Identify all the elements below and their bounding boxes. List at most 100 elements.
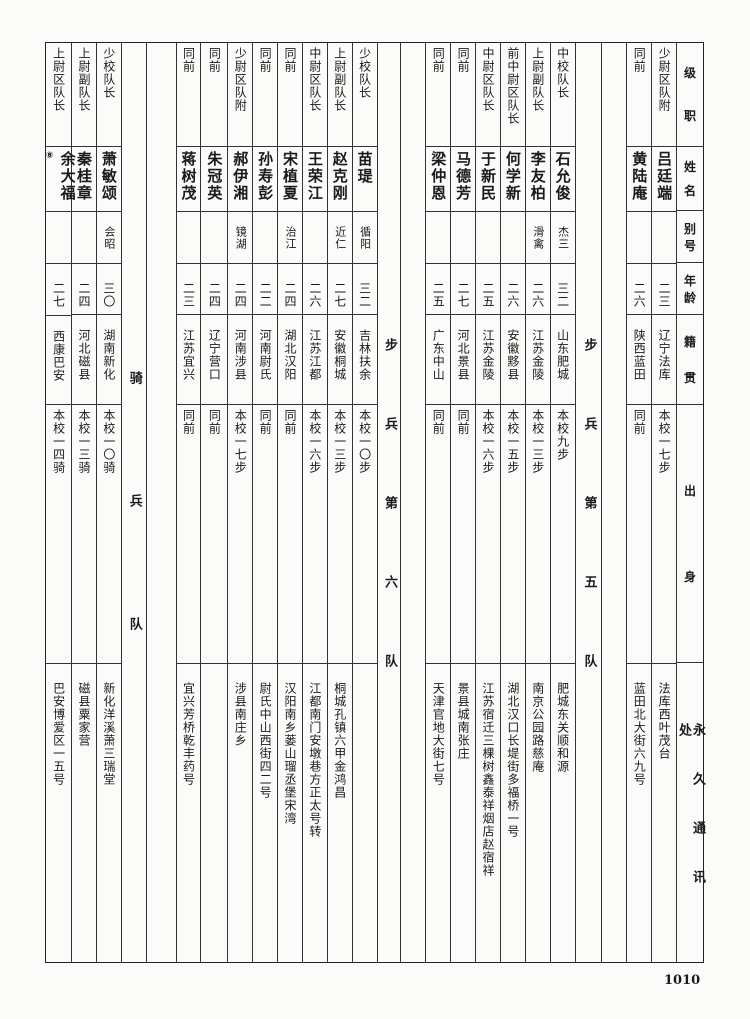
origin-text: 江苏江都 [307,329,322,382]
background-text: 本校一七步 [657,409,672,475]
cell-alias: 循阳 [352,212,377,264]
cell-rank: 少校队长 [96,43,121,147]
header-cell: 年龄 [677,263,703,316]
person-column: 上尉副队长 赵克刚 近仁 二七 安徽桐城 本校一三步 桐城孔镇六甲金鸿昌 [326,43,352,962]
note-mark: ⑧ [44,150,55,163]
header-cell: 籍贯 [677,315,703,405]
origin-text: 河北磁县 [77,329,91,382]
header-cell: 级职 [677,43,703,147]
origin-text: 陕西蓝田 [632,329,647,382]
cell-name: 何学新 [500,147,525,212]
person-column: 同前 宋植夏 治江 二四 湖北汉阳 同前 汉阳南乡蒌山瑠丞堡宋湾 [277,43,302,962]
cell-background: 同前 [627,405,652,664]
name-text: 苗瑅 [355,150,374,185]
age-text: 二六 [307,281,322,308]
cell-origin: 河南尉氏 [253,315,278,406]
cell-age: 二六 [627,264,652,316]
cell-name: 宋植夏 [278,147,302,212]
rank-text: 上尉副队长 [530,47,545,112]
address-text: 江都南门安墩巷方正太号转 [307,681,322,838]
cell-alias [652,212,676,264]
name-text: 于新民 [478,150,497,202]
name-text: 石允俊 [553,150,572,202]
header-char: 年 [683,273,696,288]
cell-address: 桐城孔镇六甲金鸿昌 [328,664,352,962]
spacer-column [145,43,176,962]
age-text: 二六 [505,281,520,308]
person-column: 少尉区队附 郝伊湘 镜湖 二四 河南涉县 本校一七步 涉县南庄乡 [227,43,253,962]
background-text: 同前 [181,409,196,436]
rank-text: 同前 [431,47,446,73]
origin-text: 江苏金陵 [530,329,545,382]
cell-origin: 河南涉县 [228,315,253,406]
name-text: 孙寿彭 [256,150,275,202]
cell-address: 宜兴芳桥乾丰药号 [177,664,201,962]
age-text: 二五 [480,281,495,308]
cell-alias [627,212,652,264]
address-text: 涉县南庄乡 [233,681,248,747]
origin-text: 江苏金陵 [480,329,495,382]
origin-text: 辽宁营口 [207,329,222,382]
section-label-column: 步兵第五队 [574,43,602,962]
cell-alias: 滑禽 [525,212,550,264]
rank-text: 中校队长 [555,47,570,99]
cell-name: 李友柏 [525,147,550,212]
cell-age: 二六 [525,264,550,316]
alias-text: 镜湖 [234,225,248,250]
cell-rank: 同前 [278,43,302,147]
rank-text: 同前 [258,47,273,73]
name-text: 梁仲恩 [429,150,448,202]
name-text: 萧敏颂 [99,150,118,202]
cell-rank: 上尉副队长 [72,43,96,147]
cell-rank: 上尉副队长 [525,43,550,147]
person-column: 同前 黄陆庵 二六 陕西蓝田 同前 蓝田北大街六九号 [626,43,652,962]
cell-rank: 上尉区队长 [46,43,72,147]
address-text: 法库西叶茂台 [657,681,672,760]
person-column: 上尉副队长李友柏滑禽二六江苏金陵本校一三步南京公园路慈庵 [524,43,550,962]
cell-address [201,664,227,962]
header-cell: 别号 [677,211,703,264]
cell-origin: 吉林扶余 [352,315,377,406]
address-text: 宜兴芳桥乾丰药号 [181,681,196,786]
age-text: 二六 [530,281,545,308]
header-label: 永久通讯处 [676,722,705,919]
cell-address: 巴安博爱区一五号 [46,664,71,962]
header-char: 姓 [683,160,696,175]
person-column: 上尉副队长 秦桂章 二四 河北磁县 本校一三骑 磁县粟家营 [71,43,96,962]
header-char: 职 [683,109,696,124]
age-text: 二四 [207,281,222,308]
cell-age: 二二 [253,264,278,316]
cell-rank: 少尉区队附 [228,43,253,147]
cell-background: 同前 [253,405,278,664]
cell-origin: 湖南新化 [96,315,121,406]
cell-background: 本校一〇骑 [96,405,121,664]
rank-text: 前中尉区队长 [505,47,520,125]
cell-alias [426,212,451,264]
cell-address [353,664,377,962]
cell-alias [500,212,525,264]
cell-alias [253,212,278,264]
name-text: 李友柏 [528,150,547,202]
cell-origin: 湖北汉阳 [278,315,302,406]
origin-text: 山东肥城 [555,329,570,382]
cell-age: 二四 [278,264,302,316]
address-text: 磁县粟家营 [77,681,91,747]
rank-text: 上尉区队长 [51,47,66,112]
cell-address: 湖北汉口长堤街多福桥一号 [501,664,525,962]
cell-address: 南京公园路慈庵 [526,664,550,962]
cell-origin: 江苏江都 [302,315,327,406]
cell-rank: 少校队长 [352,43,377,147]
rank-text: 同前 [632,47,647,73]
address-text: 汉阳南乡蒌山瑠丞堡宋湾 [282,681,297,825]
section-label: 骑兵队 [126,371,142,740]
cell-address: 尉氏中山西街四二号 [253,664,277,962]
cell-alias [451,212,476,264]
name-text: 宋植夏 [280,150,299,202]
rank-text: 同前 [207,47,222,73]
age-text: 二六 [632,281,647,308]
cell-name: 马德芳 [451,147,476,212]
section-label-column: 步兵第六队 [376,43,401,962]
background-text: 本校一三步 [530,409,545,475]
cell-address: 景县城南张庄 [451,664,475,962]
spacer-column [601,43,626,962]
